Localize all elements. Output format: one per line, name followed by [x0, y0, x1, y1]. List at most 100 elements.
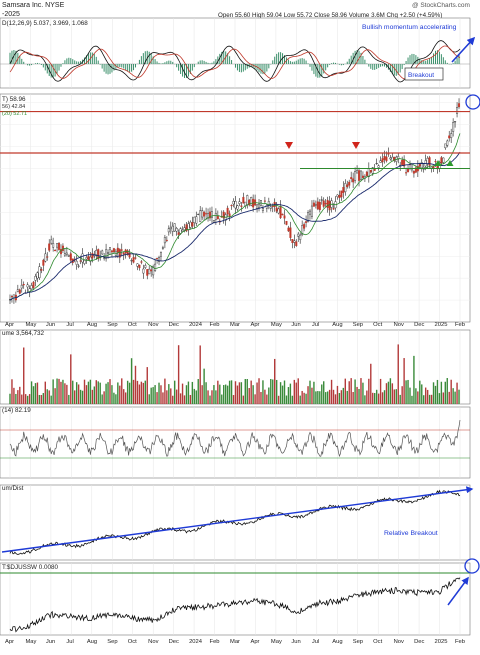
- price-candle: [434, 161, 437, 163]
- volume-bar: [309, 380, 311, 404]
- volume-bar: [246, 379, 248, 404]
- price-candle: [293, 240, 296, 243]
- volume-bar: [221, 394, 223, 404]
- volume-bar: [62, 379, 64, 404]
- volume-bar: [399, 394, 401, 404]
- price-candle: [303, 224, 306, 229]
- price-candle: [83, 260, 86, 264]
- volume-bar: [164, 378, 166, 404]
- price-candle: [352, 178, 355, 183]
- volume-bar: [130, 358, 133, 404]
- price-candle: [191, 222, 194, 227]
- volume-bar: [415, 388, 417, 404]
- volume-bar: [101, 394, 103, 404]
- price-candle: [146, 269, 149, 276]
- volume-bar: [260, 392, 262, 404]
- volume-bar: [305, 393, 307, 404]
- price-candle: [232, 201, 235, 205]
- x-tick-label: Apr: [5, 639, 14, 645]
- volume-bar: [250, 380, 252, 404]
- price-candle: [354, 171, 357, 181]
- price-candle: [393, 156, 396, 161]
- volume-bar: [279, 382, 282, 404]
- perf-panel: [0, 484, 474, 561]
- volume-bar: [258, 378, 260, 404]
- x-tick-label: May: [25, 639, 36, 645]
- volume-bar: [126, 380, 129, 404]
- price-candle: [36, 272, 39, 279]
- macd-annotation: Bullish momentum accelerating: [362, 24, 457, 31]
- volume-bar: [152, 387, 154, 404]
- price-candle: [138, 264, 141, 269]
- price-candle: [158, 257, 161, 262]
- volume-bar: [334, 394, 337, 404]
- volume-bar: [146, 367, 148, 404]
- price-candle: [336, 194, 339, 197]
- volume-bar: [123, 389, 125, 404]
- volume-bar: [423, 395, 425, 404]
- price-candle: [197, 213, 200, 215]
- volume-bar: [187, 381, 190, 404]
- volume-bar: [40, 394, 43, 404]
- price-candle: [34, 276, 37, 281]
- price-candle: [189, 221, 192, 228]
- price-candle: [165, 239, 168, 241]
- price-candle: [208, 211, 211, 219]
- ma50-label: 56) 42.84: [2, 104, 25, 110]
- volume-bar: [293, 379, 296, 404]
- price-candle: [454, 121, 457, 123]
- x-tick-label: Dec: [169, 322, 179, 328]
- volume-bar: [285, 395, 288, 404]
- volume-bar: [81, 390, 84, 404]
- price-candle: [348, 181, 351, 186]
- volume-bar: [158, 382, 160, 404]
- volume-bar: [289, 383, 292, 404]
- volume-bar: [21, 394, 23, 404]
- ratio-panel: [0, 558, 480, 636]
- volume-bar: [311, 387, 313, 404]
- volume-bar: [224, 384, 227, 404]
- price-candle: [201, 210, 204, 218]
- breakout-circle: [465, 94, 480, 110]
- volume-bar: [113, 392, 115, 404]
- volume-bar: [68, 394, 70, 404]
- price-candle: [42, 259, 45, 266]
- volume-bar: [362, 382, 364, 404]
- volume-bar: [275, 379, 278, 404]
- price-candle: [193, 216, 196, 223]
- volume-bar: [197, 379, 199, 404]
- price-candle: [105, 249, 108, 259]
- volume-bar: [191, 381, 194, 404]
- volume-bar: [328, 389, 331, 404]
- volume-bar: [36, 382, 39, 404]
- price-candle: [283, 215, 286, 219]
- price-candle: [108, 247, 111, 250]
- volume-bar: [111, 385, 113, 404]
- volume-bar: [352, 392, 354, 404]
- volume-bar: [64, 383, 66, 404]
- rsi-line: [9, 419, 461, 458]
- volume-bar: [319, 391, 321, 404]
- x-tick-label: Mar: [230, 639, 240, 645]
- price-candle: [301, 225, 304, 235]
- volume-bar: [438, 393, 441, 404]
- price-candle: [148, 268, 151, 275]
- price-candle: [246, 195, 249, 205]
- volume-bar: [103, 391, 105, 404]
- price-candle: [97, 249, 100, 260]
- volume-bar: [401, 386, 403, 404]
- volume-bar: [154, 385, 156, 404]
- price-candle: [210, 211, 213, 218]
- price-candle: [338, 194, 341, 199]
- volume-bar: [181, 383, 184, 404]
- volume-bar: [405, 380, 407, 404]
- volume-bar: [223, 385, 225, 404]
- price-candle: [324, 203, 327, 205]
- price-candle: [156, 258, 159, 260]
- price-candle: [297, 233, 300, 237]
- price-candle: [56, 243, 59, 248]
- ratio-label: T:$DJUSSW 0.0080: [2, 564, 58, 571]
- price-candle: [185, 224, 188, 232]
- volume-bar: [60, 381, 62, 404]
